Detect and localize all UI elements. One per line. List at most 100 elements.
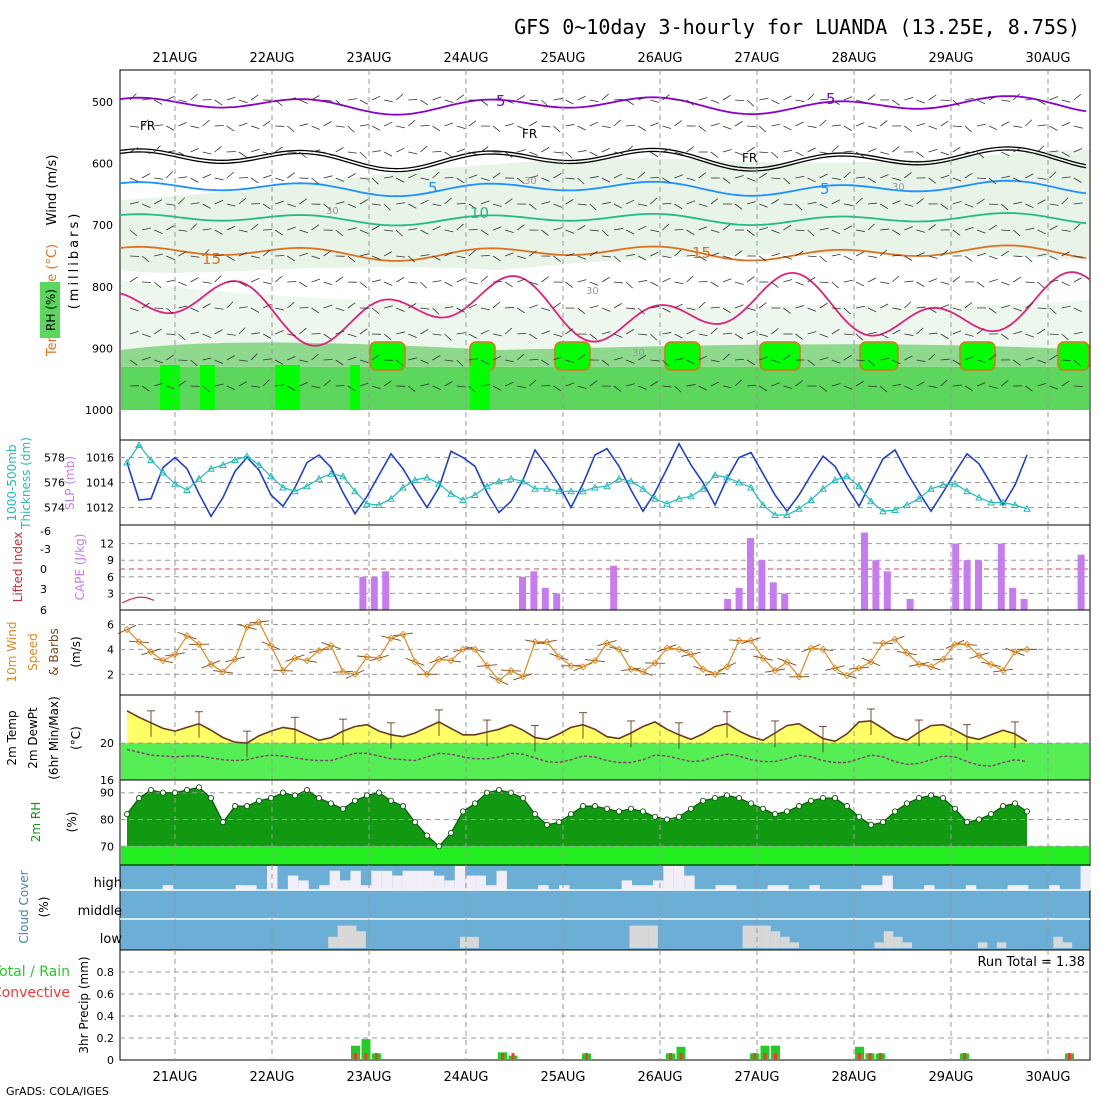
wind-barb [226,125,235,132]
wind-barb [1001,151,1010,157]
cloud-low-bar [328,936,338,948]
temp-line [126,710,1028,744]
wind-barb [141,302,150,309]
cape-bar [370,576,378,610]
cloud-low-bar [996,942,1007,948]
wind-barb [843,125,852,131]
wind-barb [674,228,684,231]
wind-barb [238,251,248,257]
wind-barb [529,99,539,102]
wind-barb [746,330,756,335]
cloud-low-bar [1062,942,1073,948]
wind-speed-point [1023,645,1031,654]
rh-fill-low [121,846,1089,865]
wind-barb [783,279,793,283]
wind-barb [432,225,441,231]
wind-barb [274,99,283,106]
thickness-point [447,489,455,497]
wind-barb [226,355,235,361]
wind-barb [517,255,526,260]
wind-barb [432,150,442,153]
wind-barb [250,177,259,184]
wind-barb [795,305,805,309]
date-tick-label: 21AUG [152,1070,197,1085]
rh-cell [554,341,591,371]
wind-barb [807,255,817,258]
wind-barb [190,202,200,205]
wind-barb [662,202,672,205]
axis-label: 2m DewPt [26,707,40,769]
precip-bar [351,1045,360,1060]
cloud-high-bar [1049,885,1060,890]
wind-barb [347,203,357,208]
wind-barb [347,356,357,361]
wind-barb [674,281,684,285]
wind-barb [335,330,345,335]
axis-label: Thickness (dm) [19,437,33,530]
wind-barb [262,203,271,210]
rh-point [159,789,167,796]
wind-barb [432,355,441,361]
wind-speed-point [351,670,359,678]
wind-barb [311,149,321,153]
wind-barb [541,125,551,128]
wind-barb [129,125,139,128]
rh-point [531,811,539,818]
thickness-point [699,484,707,492]
wind-barb [1061,229,1071,232]
wind-barb [262,174,272,179]
wind-barb [819,227,829,231]
rh-point [975,816,983,823]
cloud-cover-panel: high middle low Cloud Cover (%) [17,864,1091,951]
wind-barb [819,302,828,309]
wind-barb [190,255,200,258]
wind-barb [940,120,949,127]
wind-barb [613,173,623,179]
wind-barb [275,359,284,365]
thickness-point [843,472,851,480]
wind-barb [976,382,986,387]
wind-barb [202,333,211,339]
rh-point [291,792,299,799]
wind-barb [420,124,430,127]
wind-barb [444,229,454,233]
wind-barb [347,255,356,262]
wind-barb [976,198,985,205]
wind-barb [783,125,792,131]
wind-barb [456,202,466,205]
wind-barb [541,359,550,366]
wind-barb [1037,124,1047,127]
wind-barb [795,250,804,257]
precip-bar [760,1045,770,1060]
thickness-point [603,482,611,490]
wind-barb [395,359,404,366]
rh-point [735,795,743,802]
wind-barb [420,383,430,387]
wind-barb [154,99,163,105]
wind-barb [722,255,732,259]
wind-barb [371,279,381,283]
wind-barb [892,359,901,365]
wind-barb [1073,385,1083,388]
wind-speed-point [555,653,563,661]
wind-barb [129,307,139,312]
wind-barb [758,255,767,262]
wind-barb [686,329,695,335]
wind-speed-point [291,654,299,662]
wind-barb [771,99,780,105]
wind-barb [843,255,853,261]
wind-barb [613,333,623,338]
wind-barb [287,97,297,101]
thickness-point [975,493,983,501]
wind-barb [129,359,138,366]
wind-barb [686,254,696,257]
cloud-low-bar [789,942,800,948]
wind-speed-point [543,638,551,646]
wind-barb [1037,99,1046,105]
y-tick-label: 6 [40,604,47,617]
rh-point [783,808,791,815]
wind-barb [722,278,732,283]
wind-speed-point [927,663,935,671]
wind-barb [698,226,708,231]
wind-barb [516,224,525,231]
